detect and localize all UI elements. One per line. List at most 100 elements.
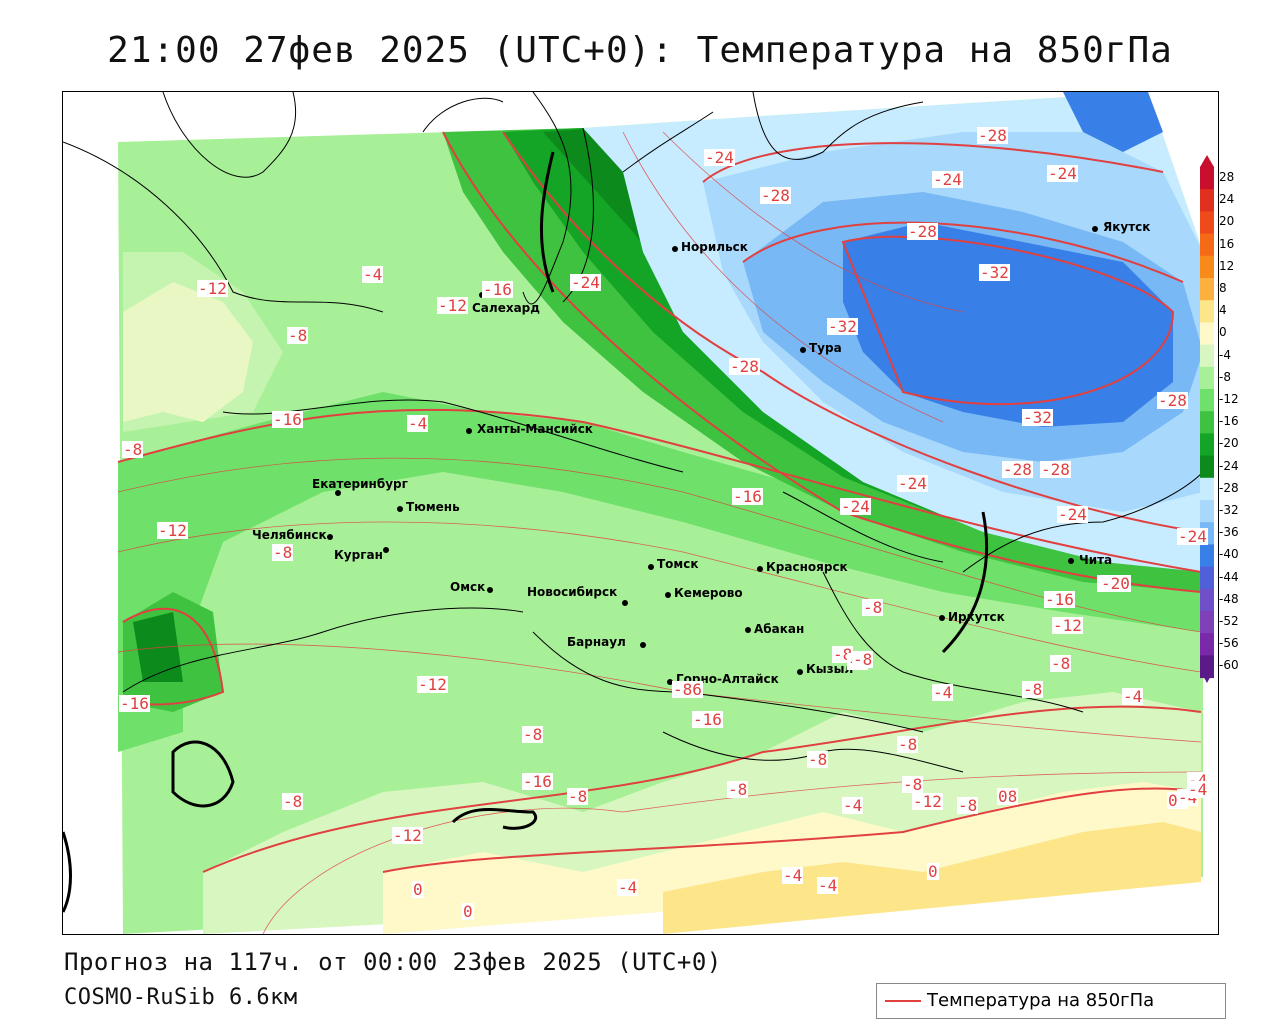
isotherm-label: -28: [977, 126, 1008, 145]
city-label: Тура: [809, 341, 842, 355]
city-marker: [487, 587, 493, 593]
isotherm-label: -16: [482, 280, 513, 299]
isotherm-label: -8: [957, 796, 979, 815]
isotherm-label: -16: [522, 772, 553, 791]
city-marker: [757, 566, 763, 572]
colorbar-label: -40: [1219, 547, 1239, 562]
city-marker: [665, 592, 671, 598]
colorbar-label: -28: [1219, 480, 1239, 495]
colorbar-cell: [1200, 411, 1214, 434]
city-label: Новосибирск: [527, 585, 618, 599]
colorbar-label: 12: [1219, 258, 1235, 273]
city-marker: [397, 506, 403, 512]
isotherm-label: 0: [412, 880, 424, 899]
city-marker: [667, 679, 673, 685]
isotherm-label: -16: [732, 487, 763, 506]
city-label: Абакан: [754, 622, 805, 636]
city-label: Тюмень: [406, 500, 460, 514]
isotherm-label: -4: [932, 683, 954, 702]
colorbar-label: 4: [1219, 303, 1227, 318]
field-layers: [118, 92, 1203, 934]
city-label: Норильск: [681, 240, 748, 254]
isotherm-label: -4: [842, 796, 864, 815]
city-marker: [327, 534, 333, 540]
city-marker: [622, 600, 628, 606]
isotherm-label: -12: [417, 675, 448, 694]
isotherm-label: -24: [1057, 505, 1088, 524]
colorbar-bottom-arrow: [1200, 670, 1214, 683]
legend-label: Температура на 850гПа: [927, 990, 1155, 1011]
isotherm-label: -24: [570, 273, 601, 292]
city-label: Якутск: [1103, 220, 1151, 234]
isotherm-label: -16: [119, 694, 150, 713]
colorbar-cell: [1200, 189, 1214, 212]
colorbar-label: -4: [1219, 347, 1231, 362]
colorbar-label: -24: [1219, 458, 1239, 473]
city-label: Барнаул: [567, 635, 626, 649]
city-label: Омск: [450, 580, 486, 594]
colorbar-cell: [1200, 300, 1214, 323]
isotherm-label: -8: [897, 735, 919, 754]
city-marker: [335, 490, 341, 496]
map-title: 21:00 27фев 2025 (UTC+0): Температура на…: [107, 30, 1173, 71]
city-label: Красноярск: [766, 560, 848, 574]
isotherm-label: -24: [1177, 527, 1208, 546]
colorbar-label: -56: [1219, 636, 1239, 651]
colorbar-label: -20: [1219, 436, 1239, 451]
isotherm-label: -28: [1157, 391, 1188, 410]
city-marker: [1068, 558, 1074, 564]
city-label: Ханты-Мансийск: [477, 422, 593, 436]
isotherm-label: -16: [272, 410, 303, 429]
city-label: Чита: [1079, 553, 1113, 567]
isotherm-label: -28: [760, 186, 791, 205]
isotherm-label: -4: [1122, 687, 1144, 706]
isotherm-label: -8: [1022, 680, 1044, 699]
isotherm-label: -4: [362, 265, 384, 284]
city-marker: [648, 564, 654, 570]
isotherm-label: -4: [817, 876, 839, 895]
temperature-map[interactable]: [62, 91, 1219, 935]
isotherm-label: -12: [912, 792, 943, 811]
forecast-info: Прогноз на 117ч. от 00:00 23фев 2025 (UT…: [64, 948, 722, 976]
city-label: Иркутск: [948, 610, 1005, 624]
city-marker: [640, 642, 646, 648]
colorbar-label: -44: [1219, 569, 1239, 584]
isotherm-label: 0: [462, 902, 474, 921]
colorbar-top-arrow: [1200, 155, 1214, 167]
isotherm-label: -32: [979, 263, 1010, 282]
isotherm-label: -4: [407, 414, 429, 433]
city-label: Кызыл: [806, 662, 854, 676]
isotherm-label: -12: [392, 826, 423, 845]
city-label: Екатеринбург: [312, 477, 408, 491]
isotherm-label: -4: [782, 866, 804, 885]
colorbar-cell: [1200, 633, 1214, 656]
isotherm-label: -28: [729, 357, 760, 376]
isotherm-label: -28: [1002, 460, 1033, 479]
isotherm-label: -8: [727, 780, 749, 799]
isotherm-label: 0: [1167, 791, 1179, 810]
isotherm-label: -4: [617, 878, 639, 897]
isotherm-label: 0: [927, 862, 939, 881]
colorbar-label: -60: [1219, 658, 1239, 673]
map-canvas: [63, 92, 1218, 934]
isotherm-label: -8: [862, 598, 884, 617]
colorbar-cell: [1200, 322, 1214, 346]
city-marker: [383, 547, 389, 553]
colorbar-cell: [1200, 611, 1214, 634]
isotherm-label: -28: [1040, 460, 1071, 479]
isotherm-label: -12: [157, 521, 188, 540]
isotherm-label: -16: [1044, 590, 1075, 609]
colorbar-cell: [1200, 455, 1214, 479]
isotherm-label: -12: [1052, 616, 1083, 635]
isotherm-label: -8: [522, 725, 544, 744]
colorbar-cell: [1200, 255, 1214, 279]
city-marker: [797, 669, 803, 675]
city-marker: [939, 615, 945, 621]
city-marker: [800, 347, 806, 353]
colorbar-cell: [1200, 477, 1214, 501]
isotherm-label: -8: [807, 750, 829, 769]
colorbar-cell: [1200, 366, 1214, 390]
colorbar-label: 8: [1219, 281, 1227, 295]
isotherm-label: -20: [1100, 574, 1131, 593]
colorbar-label: -8: [1219, 369, 1231, 384]
